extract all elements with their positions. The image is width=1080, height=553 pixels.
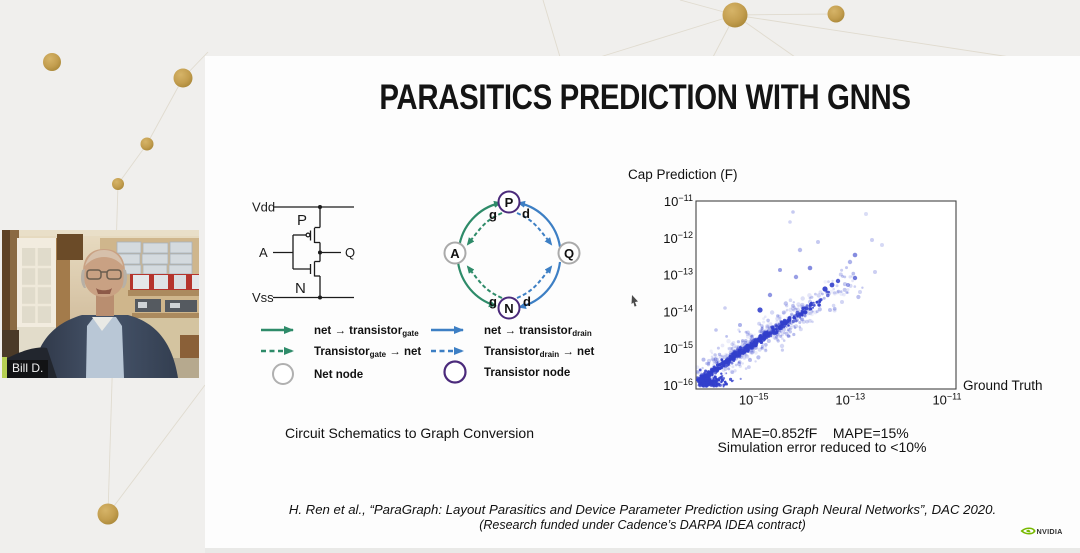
svg-text:10−16: 10−16	[663, 377, 693, 393]
svg-text:10−13: 10−13	[835, 392, 865, 408]
svg-text:A: A	[450, 246, 460, 261]
svg-text:Simulation error reduced to <1: Simulation error reduced to <10%	[718, 439, 927, 455]
svg-text:N: N	[504, 301, 513, 316]
svg-text:Transistordrain → net: Transistordrain → net	[484, 346, 594, 359]
svg-text:net → transistordrain: net → transistordrain	[484, 325, 592, 338]
svg-text:A: A	[259, 245, 268, 260]
svg-text:10−13: 10−13	[663, 267, 693, 283]
svg-text:d: d	[522, 206, 530, 221]
svg-text:10−14: 10−14	[663, 303, 693, 319]
svg-text:g: g	[489, 207, 497, 222]
svg-text:Vss: Vss	[252, 290, 274, 305]
svg-text:P: P	[297, 212, 307, 229]
svg-text:P: P	[505, 195, 514, 210]
svg-text:g: g	[489, 294, 497, 309]
svg-text:10−15: 10−15	[739, 392, 769, 408]
svg-text:d: d	[523, 294, 531, 309]
svg-text:Ground Truth: Ground Truth	[963, 378, 1043, 393]
svg-text:10−11: 10−11	[932, 392, 961, 408]
svg-text:Q: Q	[345, 245, 355, 260]
svg-text:10−11: 10−11	[664, 193, 693, 209]
svg-text:net → transistorgate: net → transistorgate	[314, 325, 419, 338]
svg-text:Q: Q	[564, 246, 574, 261]
svg-text:Net node: Net node	[314, 369, 363, 381]
svg-text:Cap Prediction (F): Cap Prediction (F)	[628, 167, 738, 182]
svg-text:Transistorgate → net: Transistorgate → net	[314, 346, 421, 359]
svg-text:NVIDIA: NVIDIA	[1037, 527, 1064, 536]
svg-text:10−12: 10−12	[663, 230, 693, 246]
svg-text:Vdd: Vdd	[252, 200, 275, 215]
svg-text:10−15: 10−15	[663, 340, 693, 356]
svg-text:N: N	[295, 280, 306, 297]
svg-text:MAE=0.852fF MAPE=15%: MAE=0.852fF MAPE=15%	[731, 425, 908, 441]
svg-text:Transistor node: Transistor node	[484, 367, 570, 379]
